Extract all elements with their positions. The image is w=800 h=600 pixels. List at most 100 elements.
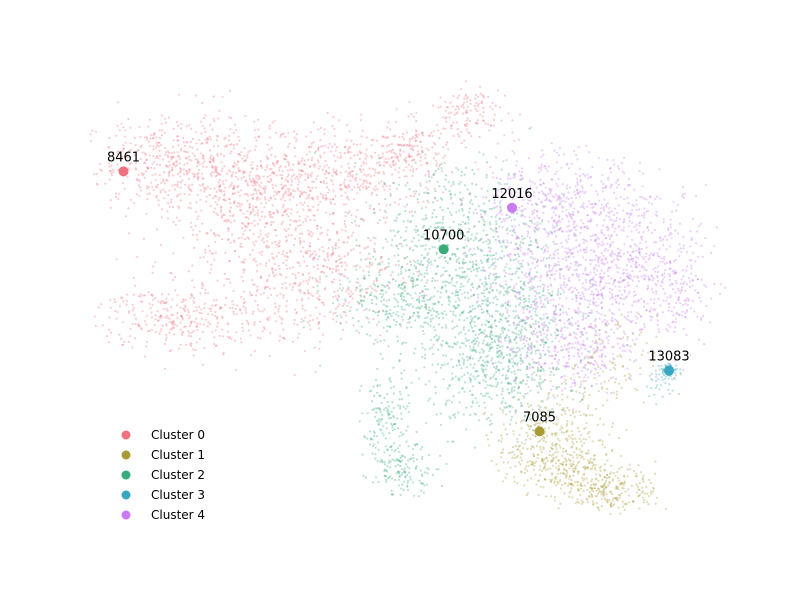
- scatter-point: [476, 109, 479, 113]
- scatter-point: [233, 186, 236, 189]
- scatter-point: [436, 339, 439, 342]
- scatter-point: [355, 286, 358, 289]
- scatter-point: [182, 236, 185, 239]
- scatter-point: [164, 316, 167, 319]
- scatter-point: [285, 276, 288, 279]
- scatter-point: [108, 165, 111, 168]
- scatter-point: [341, 228, 344, 231]
- scatter-point: [546, 315, 549, 318]
- scatter-point: [175, 304, 179, 307]
- scatter-point: [454, 307, 457, 310]
- scatter-point: [294, 177, 297, 180]
- scatter-point: [498, 241, 501, 244]
- scatter-point: [489, 346, 492, 349]
- scatter-point: [602, 488, 605, 491]
- scatter-point: [622, 505, 625, 508]
- scatter-point: [269, 197, 273, 200]
- scatter-point: [297, 332, 301, 335]
- scatter-point: [310, 172, 313, 175]
- scatter-point: [477, 317, 480, 320]
- scatter-point: [424, 206, 428, 209]
- scatter-point: [166, 179, 169, 182]
- scatter-point: [328, 267, 332, 270]
- scatter-point: [457, 304, 460, 307]
- scatter-point: [552, 416, 555, 419]
- scatter-point: [414, 347, 417, 350]
- scatter-point: [519, 330, 522, 333]
- scatter-point: [195, 309, 198, 312]
- scatter-point: [196, 238, 199, 241]
- scatter-point: [173, 323, 176, 326]
- scatter-point: [209, 173, 212, 176]
- scatter-point: [338, 258, 341, 261]
- scatter-point: [319, 278, 322, 281]
- scatter-point: [410, 159, 414, 162]
- scatter-point: [252, 283, 255, 286]
- scatter-point: [315, 253, 318, 256]
- scatter-point: [536, 385, 539, 388]
- scatter-point: [497, 344, 500, 347]
- scatter-point: [159, 191, 162, 194]
- scatter-point: [143, 136, 147, 139]
- scatter-point: [440, 255, 443, 258]
- scatter-point: [257, 136, 260, 139]
- scatter-point: [452, 310, 455, 313]
- scatter-point: [244, 238, 247, 241]
- scatter-point: [462, 197, 465, 200]
- scatter-point: [485, 287, 488, 290]
- scatter-point: [498, 335, 501, 338]
- scatter-point: [228, 337, 231, 340]
- scatter-point: [199, 198, 202, 201]
- scatter-point: [559, 462, 562, 465]
- scatter-point: [522, 282, 525, 285]
- scatter-point: [205, 195, 208, 198]
- scatter-point: [340, 188, 343, 191]
- scatter-point: [490, 325, 493, 328]
- scatter-point: [325, 164, 328, 167]
- scatter-point: [308, 255, 311, 258]
- scatter-point: [166, 316, 169, 319]
- scatter-point: [283, 210, 286, 213]
- scatter-point: [195, 317, 198, 320]
- scatter-point: [237, 153, 240, 156]
- scatter-point: [175, 216, 178, 219]
- scatter-point: [457, 359, 460, 362]
- scatter-point: [115, 317, 118, 320]
- scatter-point: [231, 300, 234, 303]
- scatter-point: [481, 342, 484, 345]
- scatter-point: [389, 313, 392, 316]
- scatter-point: [239, 209, 242, 212]
- scatter-point: [134, 143, 137, 147]
- scatter-point: [536, 336, 539, 339]
- scatter-point: [272, 163, 275, 166]
- scatter-point: [595, 489, 598, 492]
- scatter-point: [220, 215, 224, 218]
- scatter-point: [589, 484, 593, 487]
- scatter-point: [183, 163, 186, 166]
- scatter-point: [172, 321, 175, 325]
- scatter-point: [471, 401, 474, 404]
- scatter-point: [279, 134, 283, 137]
- scatter-point: [412, 236, 415, 240]
- scatter-point: [163, 153, 166, 156]
- scatter-point: [372, 255, 375, 258]
- scatter-point: [202, 284, 205, 287]
- scatter-point: [240, 261, 243, 264]
- scatter-point: [523, 237, 526, 240]
- scatter-point: [520, 470, 523, 473]
- scatter-point: [478, 316, 481, 319]
- scatter-point: [302, 221, 305, 224]
- scatter-point: [203, 346, 206, 350]
- scatter-point: [385, 136, 389, 139]
- scatter-point: [544, 430, 547, 433]
- scatter-point: [501, 409, 504, 412]
- scatter-point: [523, 338, 526, 341]
- scatter-point: [585, 414, 588, 417]
- scatter-point: [463, 124, 467, 127]
- scatter-point: [609, 502, 613, 505]
- scatter-point: [232, 192, 235, 195]
- scatter-point: [451, 253, 454, 256]
- scatter-point: [379, 263, 382, 266]
- scatter-point: [436, 199, 439, 202]
- scatter-point: [171, 323, 174, 326]
